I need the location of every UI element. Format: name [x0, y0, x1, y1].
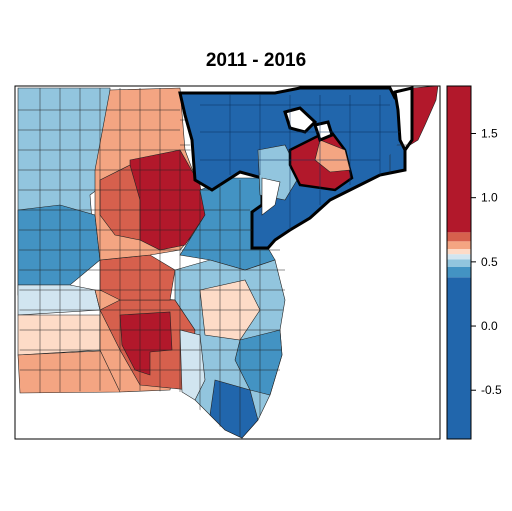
legend-bin-4	[447, 249, 471, 255]
river	[261, 177, 281, 216]
legend-bin-6	[447, 232, 471, 242]
city-tract-lines	[200, 95, 400, 230]
legend-tick-label-1: 0.0	[481, 319, 498, 333]
legend-ticks: -0.5 0.0 0.5 1.0 1.5	[471, 126, 502, 397]
chart-title: 2011 - 2016	[205, 50, 307, 71]
legend-tick-label-3: 1.0	[481, 191, 498, 205]
legend-bin-5	[447, 241, 471, 250]
legend-colorbar	[447, 86, 471, 439]
tract-west-paleblue	[17, 284, 101, 316]
region-fills	[17, 85, 439, 439]
eastern-white-strip	[393, 86, 414, 153]
tract-west-lightred	[17, 314, 101, 356]
legend-tick-label-0: -0.5	[481, 383, 502, 397]
enclave-white-2	[313, 120, 334, 143]
legend-bin-3	[447, 254, 471, 260]
legend-bin-0	[447, 277, 471, 439]
legend-bin-2	[447, 259, 471, 267]
legend-tick-label-4: 1.5	[481, 126, 498, 140]
legend-bin-7	[447, 86, 471, 233]
legend-tick-label-2: 0.5	[481, 255, 498, 269]
tract-south-darkred	[119, 311, 173, 376]
enclave-orange	[314, 139, 351, 173]
legend: -0.5 0.0 0.5 1.0 1.5	[446, 85, 502, 440]
legend-frame	[446, 85, 472, 440]
legend-bin-1	[447, 266, 471, 278]
enclave-white	[283, 106, 318, 134]
tract-south-tip-blue	[209, 379, 259, 439]
